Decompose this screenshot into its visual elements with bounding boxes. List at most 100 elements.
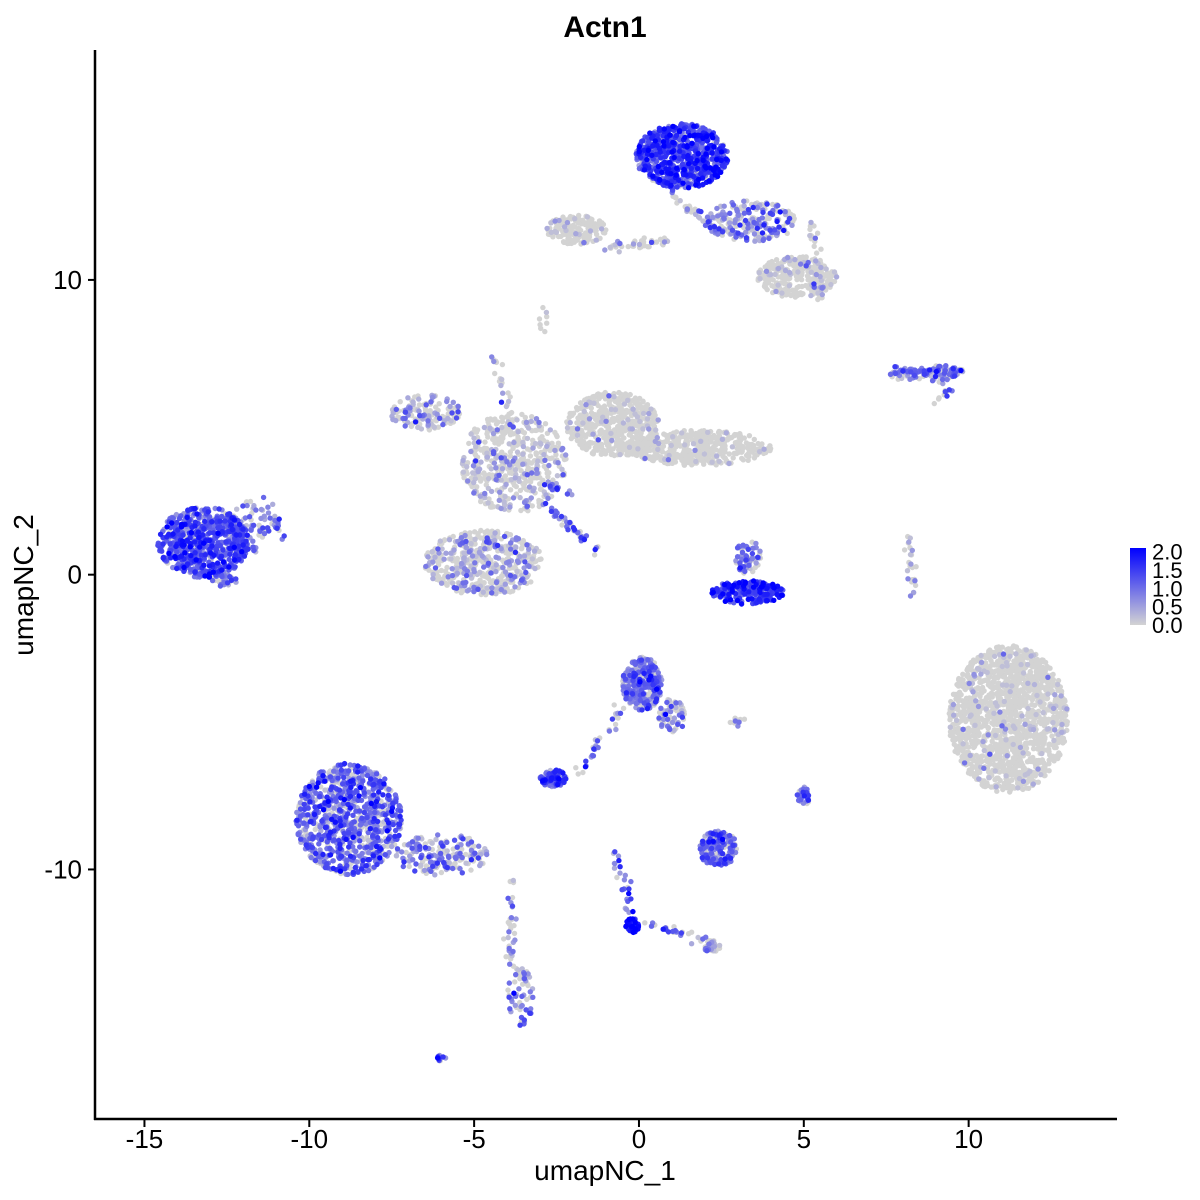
cell-point	[478, 459, 484, 465]
cell-point	[729, 444, 736, 450]
cell-point	[256, 522, 262, 528]
cell-point	[591, 552, 598, 558]
cell-point	[512, 979, 518, 985]
cell-point	[968, 727, 974, 734]
cell-point	[608, 410, 615, 416]
cell-point	[611, 865, 618, 871]
cell-point	[983, 654, 989, 661]
cell-point	[507, 394, 513, 400]
cell-point	[1017, 757, 1023, 763]
cell-point	[978, 671, 984, 677]
cell-point	[733, 432, 740, 438]
cell-point	[1045, 726, 1052, 732]
cell-point	[547, 455, 553, 462]
cell-point	[629, 426, 635, 432]
cell-point	[591, 448, 597, 455]
cell-point	[1039, 750, 1045, 757]
cell-point	[981, 688, 987, 694]
cell-point	[405, 395, 411, 401]
cell-point	[828, 281, 834, 288]
cell-point	[617, 451, 623, 458]
cell-point	[679, 430, 685, 436]
cell-point	[998, 669, 1004, 676]
cell-point	[608, 430, 614, 437]
cell-point	[570, 237, 576, 244]
cell-point	[597, 392, 603, 399]
cell-point	[807, 232, 813, 239]
cell-point	[620, 397, 627, 403]
cell-point	[1028, 653, 1034, 659]
cell-point	[555, 440, 562, 446]
cell-point	[1010, 699, 1017, 705]
cell-point	[318, 784, 324, 790]
cell-point	[690, 441, 697, 447]
cell-point	[1044, 696, 1050, 702]
cell-point	[762, 264, 768, 270]
cell-point	[403, 849, 409, 856]
cell-point	[1029, 701, 1035, 708]
cell-point	[818, 246, 824, 252]
cell-point	[904, 568, 911, 574]
cell-point	[444, 848, 450, 854]
cell-point	[613, 443, 620, 449]
cell-point	[968, 761, 974, 767]
cell-point	[974, 759, 980, 765]
cell-point	[433, 404, 439, 410]
cell-point	[429, 549, 435, 555]
cell-point	[725, 436, 732, 442]
cell-point	[981, 747, 987, 754]
cell-point	[991, 653, 998, 659]
cell-point	[1013, 768, 1019, 775]
cell-point	[741, 203, 747, 209]
cell-point	[567, 419, 573, 426]
cell-point	[741, 435, 747, 441]
cell-point	[716, 458, 722, 464]
cell-point	[518, 546, 525, 552]
cell-point	[762, 282, 768, 288]
cell-point	[498, 382, 504, 389]
cell-point	[505, 934, 511, 941]
cell-point	[544, 320, 550, 326]
cell-point	[794, 284, 800, 291]
cell-point	[991, 716, 997, 722]
cell-point	[547, 427, 553, 433]
cell-point	[770, 277, 776, 283]
cell-point	[595, 402, 601, 409]
cell-point	[995, 775, 1001, 781]
cell-point	[477, 446, 484, 452]
cell-point	[1009, 668, 1015, 674]
cell-point	[426, 409, 432, 415]
cell-point	[1058, 736, 1064, 743]
cell-point	[621, 401, 628, 407]
cell-point	[518, 507, 524, 514]
cell-point	[960, 741, 966, 747]
cell-point	[964, 666, 971, 672]
cell-point	[1062, 698, 1068, 704]
cell-point	[442, 580, 449, 586]
cell-point	[761, 446, 767, 452]
cell-point	[1023, 647, 1029, 653]
cell-point	[985, 724, 991, 731]
cell-point	[795, 291, 801, 297]
cell-point	[446, 537, 453, 543]
cell-point	[592, 416, 599, 423]
cell-point	[722, 455, 728, 461]
cell-point	[234, 506, 240, 512]
cell-point	[648, 419, 654, 425]
cell-point	[487, 425, 493, 431]
cell-point	[690, 451, 696, 458]
cell-point	[463, 860, 469, 866]
cell-point	[978, 754, 984, 760]
cell-point	[709, 447, 715, 453]
cell-point	[485, 500, 491, 506]
cell-point	[512, 467, 519, 473]
cell-point	[270, 501, 276, 507]
cell-point	[538, 325, 544, 332]
cell-point	[468, 540, 474, 547]
cell-point	[539, 434, 545, 440]
cell-point	[957, 710, 963, 717]
cell-point	[633, 401, 640, 407]
cell-point	[688, 929, 695, 935]
cell-point	[1046, 761, 1052, 767]
cell-point	[1026, 731, 1032, 737]
